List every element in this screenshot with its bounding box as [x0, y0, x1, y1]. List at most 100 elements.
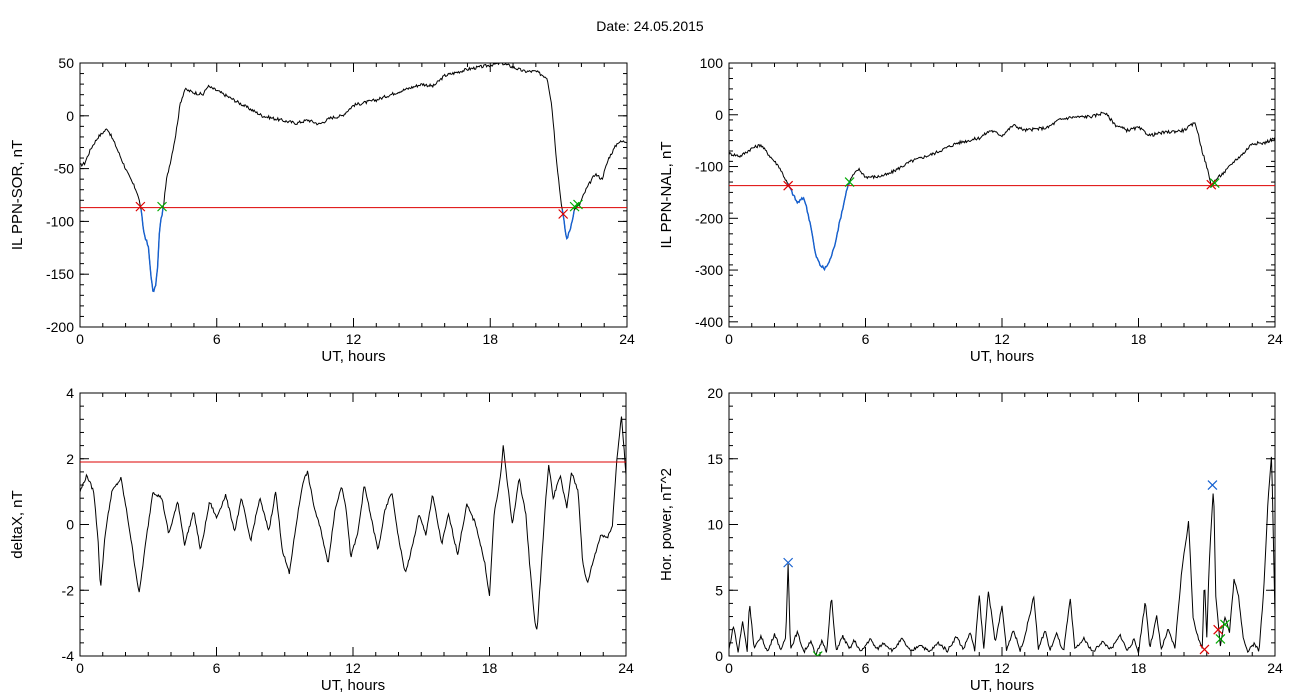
- x-tick-label: 24: [619, 331, 635, 347]
- y-tick-label: -200: [695, 210, 723, 226]
- x-marker-blue: [783, 557, 794, 568]
- y-tick-label: 4: [66, 385, 74, 401]
- y-tick-label: -150: [46, 266, 74, 282]
- x-tick-label: 6: [213, 660, 221, 676]
- x-marker-stroke: [844, 177, 855, 187]
- x-marker-red: [1199, 644, 1210, 655]
- y-tick-label: 20: [707, 385, 723, 401]
- x-tick-label: 0: [725, 331, 733, 347]
- page-title: Date: 24.05.2015: [596, 18, 704, 34]
- x-marker-stroke: [1207, 480, 1218, 490]
- x-marker-stroke: [816, 651, 823, 656]
- y-axis-label: Hor. power, nT^2: [658, 468, 675, 581]
- x-marker-green: [573, 199, 583, 210]
- y-tick-label: -100: [695, 159, 723, 175]
- chart-panel-hor-power: 0 6 12 18 24 0 5 10 15 20 UT, hours Hor. power, nT^…: [658, 385, 1283, 694]
- y-tick-label: -300: [695, 262, 723, 278]
- x-marker-red: [783, 180, 794, 191]
- x-marker-stroke: [1220, 619, 1230, 630]
- y-tick-label: 0: [715, 648, 723, 664]
- y-tick-label: 100: [700, 55, 724, 71]
- x-marker-blue: [1207, 480, 1218, 490]
- y-tick-label: -50: [54, 161, 74, 177]
- x-marker-red: [1213, 624, 1224, 635]
- y-tick-label: -2: [62, 582, 75, 598]
- x-tick-label: 6: [213, 331, 221, 347]
- x-tick-label: 12: [994, 331, 1010, 347]
- y-tick-label: 0: [66, 108, 74, 124]
- x-marker-green: [1220, 619, 1230, 630]
- highlight-segment: [140, 207, 164, 293]
- x-axis-label: UT, hours: [321, 677, 385, 694]
- y-tick-label: 2: [66, 451, 74, 467]
- x-marker-stroke: [1213, 624, 1224, 635]
- highlight-segment: [561, 209, 575, 240]
- x-tick-label: 6: [862, 660, 870, 676]
- data-line: [80, 416, 626, 630]
- x-marker-stroke: [783, 180, 794, 191]
- chart-panel-il-sor: 0 6 12 18 24 -200 -150 -100 -50 0 50 UT, hours IL PP…: [9, 55, 635, 365]
- x-tick-label: 12: [345, 660, 361, 676]
- data-line: [80, 63, 627, 293]
- y-tick-label: 0: [715, 107, 723, 123]
- x-marker-stroke: [783, 557, 794, 568]
- plot-frame: [79, 62, 628, 328]
- x-marker-red: [135, 201, 146, 212]
- plot-area: [80, 416, 626, 630]
- x-marker-green: [1209, 178, 1220, 189]
- x-marker-stroke: [812, 651, 819, 656]
- x-tick-label: 12: [994, 660, 1010, 676]
- x-tick-label: 24: [1267, 331, 1283, 347]
- x-marker-green: [157, 201, 167, 212]
- y-tick-label: 10: [707, 517, 723, 533]
- x-marker-green: [844, 177, 855, 187]
- y-axis-label: IL PPN-NAL, nT: [658, 142, 675, 249]
- x-marker-red: [1206, 179, 1217, 190]
- x-marker-stroke: [1209, 178, 1220, 189]
- y-tick-label: -200: [46, 319, 74, 335]
- plot-area: [80, 63, 627, 293]
- x-marker-green: [1215, 633, 1226, 644]
- y-tick-label: -4: [62, 648, 75, 664]
- chart-panel-il-nal: 0 6 12 18 24 -400 -300 -200 -100 0 100 UT, hours IL …: [658, 55, 1283, 365]
- x-marker-green: [812, 651, 823, 656]
- x-tick-label: 0: [725, 660, 733, 676]
- x-tick-label: 0: [76, 331, 84, 347]
- x-tick-label: 18: [1131, 660, 1147, 676]
- plot-frame: [728, 62, 1276, 328]
- x-tick-label: 18: [1131, 331, 1147, 347]
- x-marker-stroke: [573, 199, 583, 210]
- x-tick-label: 12: [346, 331, 362, 347]
- highlight-segment: [787, 180, 851, 272]
- y-axis-label: deltaX, nT: [9, 490, 26, 558]
- x-marker-stroke: [157, 201, 167, 212]
- x-marker-stroke: [1215, 633, 1226, 644]
- y-tick-label: 0: [66, 517, 74, 533]
- x-tick-label: 0: [76, 660, 84, 676]
- data-line: [729, 456, 1275, 656]
- x-tick-label: 24: [618, 660, 634, 676]
- x-axis-label: UT, hours: [970, 677, 1034, 694]
- x-tick-label: 6: [862, 331, 870, 347]
- plot-area: [729, 456, 1275, 656]
- x-axis-label: UT, hours: [970, 348, 1034, 365]
- x-tick-label: 18: [482, 331, 498, 347]
- x-tick-label: 24: [1267, 660, 1283, 676]
- y-tick-label: 15: [707, 451, 723, 467]
- y-tick-label: -100: [46, 213, 74, 229]
- x-marker-stroke: [1206, 179, 1217, 190]
- x-tick-label: 18: [482, 660, 498, 676]
- x-marker-stroke: [1199, 644, 1210, 655]
- x-marker-red: [558, 209, 569, 219]
- y-tick-label: 50: [58, 55, 74, 71]
- plot-area: [729, 111, 1275, 272]
- x-marker-stroke: [135, 201, 146, 212]
- x-marker-stroke: [558, 209, 569, 219]
- y-axis-label: IL PPN-SOR, nT: [9, 140, 26, 250]
- data-line: [729, 111, 1275, 271]
- y-tick-label: -400: [695, 314, 723, 330]
- y-tick-label: 5: [715, 582, 723, 598]
- x-axis-label: UT, hours: [321, 348, 385, 365]
